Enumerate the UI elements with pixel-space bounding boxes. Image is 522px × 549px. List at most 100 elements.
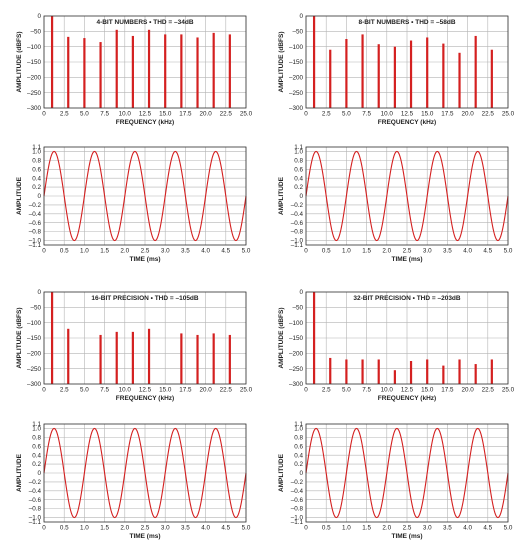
x-tick-label: 2.5: [60, 387, 69, 394]
y-tick-label: –1.0: [29, 238, 42, 245]
y-axis-label: AMPLITUDE: [16, 453, 23, 492]
x-tick-label: 17.5: [179, 111, 192, 118]
x-tick-label: 25.0: [240, 387, 253, 394]
x-tick-label: 2.0: [120, 248, 129, 255]
x-tick-label: 2.5: [322, 111, 331, 118]
y-tick-label: 0: [37, 13, 41, 20]
x-tick-label: 4.0: [463, 525, 472, 532]
x-tick-label: 0: [42, 525, 46, 532]
y-tick-label: 0.6: [32, 443, 41, 450]
x-tick-label: 3.0: [423, 248, 432, 255]
x-tick-label: 3.5: [443, 525, 452, 532]
y-tick-label: –0.6: [29, 220, 42, 227]
y-tick-label: –0.4: [291, 211, 304, 218]
x-tick-label: 3.0: [423, 525, 432, 532]
x-tick-label: 7.5: [100, 387, 109, 394]
x-tick-label: 0: [304, 387, 308, 394]
y-tick-label: 1.0: [32, 426, 41, 433]
sine-line: [305, 150, 509, 242]
plot-frame: [43, 146, 247, 246]
y-tick-label: 0: [299, 470, 303, 477]
x-tick-label: 5.0: [242, 525, 251, 532]
chart-title: 4-BIT NUMBERS • THD = –34dB: [96, 19, 193, 26]
chart-panel-spec16: 0 2.5 5.0 7.5 10.0 12.5 15.0 17.5 20.0 22.5 25.00–…: [16, 289, 253, 402]
x-tick-label: 5.0: [504, 525, 513, 532]
spectrum-bar: [212, 32, 215, 108]
plot-frame: [305, 146, 509, 246]
chart-panel-spec4: 0 2.5 5.0 7.5 10.0 12.5 15.0 17.5 20.0 22.5 25.00–…: [16, 13, 253, 126]
spectrum-bar: [164, 34, 167, 108]
plot-frame: [43, 291, 247, 385]
sine-line: [43, 427, 247, 519]
x-tick-label: 0: [304, 111, 308, 118]
y-tick-label: –1.1: [29, 242, 42, 249]
spectrum-bar: [180, 34, 183, 108]
plot-frame: [43, 15, 247, 109]
x-tick-label: 20.0: [461, 387, 474, 394]
x-tick-label: 3.5: [181, 525, 190, 532]
spectrum-bar: [83, 38, 86, 108]
y-tick-label: –100: [289, 320, 304, 327]
x-tick-label: 2.5: [403, 525, 412, 532]
x-tick-label: 15.0: [159, 387, 172, 394]
x-tick-label: 0.5: [60, 248, 69, 255]
spectrum-bar: [196, 37, 199, 108]
spectrum-bar: [442, 365, 445, 384]
y-tick-label: –300: [27, 381, 42, 388]
x-tick-label: 1.5: [100, 525, 109, 532]
plot-frame: [305, 291, 509, 385]
y-tick-label: –200: [289, 350, 304, 357]
x-tick-label: 2.0: [120, 525, 129, 532]
x-tick-label: 20.0: [199, 387, 212, 394]
x-axis-label: TIME (ms): [391, 256, 422, 263]
y-tick-label: –50: [292, 28, 303, 35]
x-tick-label: 10.0: [381, 111, 394, 118]
y-tick-label: –300: [289, 105, 304, 112]
y-tick-label: –0.4: [29, 488, 42, 495]
x-tick-label: 2.5: [141, 248, 150, 255]
y-tick-label: 0: [299, 193, 303, 200]
x-tick-label: 0.5: [60, 525, 69, 532]
x-tick-label: 15.0: [159, 111, 172, 118]
spectrum-bar: [99, 334, 102, 384]
x-tick-label: 25.0: [240, 111, 253, 118]
x-tick-label: 2.5: [141, 525, 150, 532]
x-tick-label: 1.5: [100, 248, 109, 255]
y-tick-label: –200: [27, 350, 42, 357]
x-tick-label: 25.0: [502, 111, 515, 118]
y-tick-label: 0.4: [32, 452, 41, 459]
x-tick-label: 1.0: [80, 248, 89, 255]
spectrum-bar: [312, 16, 316, 108]
y-axis-label: AMPLITUDE: [278, 453, 285, 492]
sine-line: [43, 150, 247, 242]
x-tick-label: 5.0: [80, 111, 89, 118]
y-tick-label: –0.8: [291, 229, 304, 236]
y-tick-label: –250: [27, 90, 42, 97]
spectrum-bar: [442, 43, 445, 108]
y-tick-label: 0: [37, 289, 41, 296]
y-tick-label: 0.4: [32, 175, 41, 182]
y-tick-label: –1.0: [29, 515, 42, 522]
y-tick-label: 0.8: [294, 157, 303, 164]
spectrum-bar: [329, 49, 332, 108]
x-tick-label: 4.5: [221, 525, 230, 532]
y-axis-label: AMPLITUDE: [278, 176, 285, 215]
x-tick-label: 4.0: [201, 248, 210, 255]
y-tick-label: –50: [30, 304, 41, 311]
chart-title: 16-BIT PRECISION • THD = –105dB: [91, 295, 199, 302]
spectrum-bar: [228, 334, 231, 384]
y-tick-label: –100: [27, 44, 42, 51]
y-tick-label: 0.8: [294, 434, 303, 441]
x-axis-label: FREQUENCY (kHz): [378, 119, 436, 126]
x-axis-label: TIME (ms): [129, 256, 160, 263]
x-tick-label: 22.5: [220, 387, 233, 394]
x-tick-label: 1.5: [362, 525, 371, 532]
x-tick-label: 2.5: [60, 111, 69, 118]
spectrum-bar: [393, 370, 396, 384]
spectrum-bar: [426, 37, 429, 108]
spectrum-bar: [361, 359, 364, 384]
chart-panel-spec32: 0 2.5 5.0 7.5 10.0 12.5 15.0 17.5 20.0 22.5 25.00–…: [278, 289, 515, 402]
plot-frame: [305, 423, 509, 523]
x-tick-label: 1.0: [342, 248, 351, 255]
